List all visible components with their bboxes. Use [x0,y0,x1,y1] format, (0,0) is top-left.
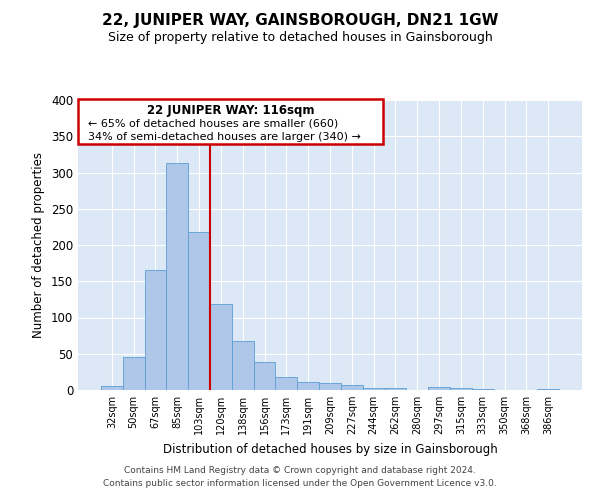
Bar [210,304,232,390]
Text: 34% of semi-detached houses are larger (340) →: 34% of semi-detached houses are larger (… [88,132,361,142]
Bar [297,382,319,390]
Text: 22, JUNIPER WAY, GAINSBOROUGH, DN21 1GW: 22, JUNIPER WAY, GAINSBOROUGH, DN21 1GW [102,12,498,28]
Bar [232,342,254,390]
Bar [450,388,472,390]
Bar [537,388,559,390]
Text: ← 65% of detached houses are smaller (660): ← 65% of detached houses are smaller (66… [88,119,338,129]
Bar [145,270,166,390]
Bar [166,163,188,390]
Bar [385,388,406,390]
Bar [101,386,123,390]
Text: Size of property relative to detached houses in Gainsborough: Size of property relative to detached ho… [107,31,493,44]
Bar [363,388,385,390]
Bar [428,387,450,390]
Bar [319,383,341,390]
Bar [341,385,363,390]
Bar [275,377,297,390]
FancyBboxPatch shape [78,98,383,144]
Bar [123,356,145,390]
Bar [188,232,210,390]
Text: 22 JUNIPER WAY: 116sqm: 22 JUNIPER WAY: 116sqm [147,104,314,118]
Bar [254,362,275,390]
Y-axis label: Number of detached properties: Number of detached properties [32,152,46,338]
X-axis label: Distribution of detached houses by size in Gainsborough: Distribution of detached houses by size … [163,442,497,456]
Text: Contains HM Land Registry data © Crown copyright and database right 2024.
Contai: Contains HM Land Registry data © Crown c… [103,466,497,487]
